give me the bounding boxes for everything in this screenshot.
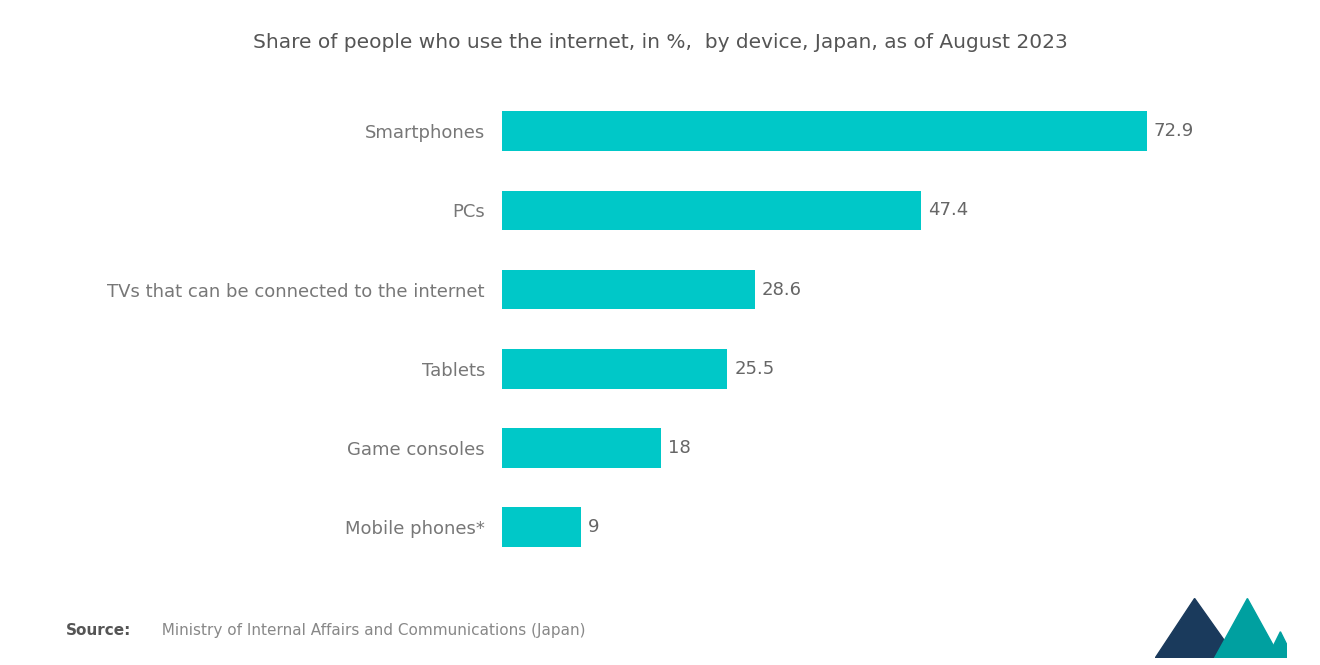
- Text: 28.6: 28.6: [762, 281, 801, 299]
- Polygon shape: [1267, 632, 1294, 658]
- Bar: [502, 191, 921, 230]
- Polygon shape: [1214, 598, 1280, 658]
- Text: Share of people who use the internet, in %,  by device, Japan, as of August 2023: Share of people who use the internet, in…: [252, 33, 1068, 53]
- Polygon shape: [1155, 598, 1228, 658]
- Text: 47.4: 47.4: [928, 201, 969, 219]
- Text: 9: 9: [589, 518, 599, 536]
- Text: 25.5: 25.5: [734, 360, 775, 378]
- Bar: [502, 270, 755, 309]
- Text: 18: 18: [668, 439, 690, 457]
- Text: Source:: Source:: [66, 623, 132, 638]
- Bar: [502, 112, 1147, 151]
- Bar: [502, 349, 727, 388]
- Bar: [502, 428, 661, 467]
- Text: 72.9: 72.9: [1154, 122, 1195, 140]
- Bar: [502, 507, 581, 547]
- Text: Ministry of Internal Affairs and Communications (Japan): Ministry of Internal Affairs and Communi…: [152, 623, 585, 638]
